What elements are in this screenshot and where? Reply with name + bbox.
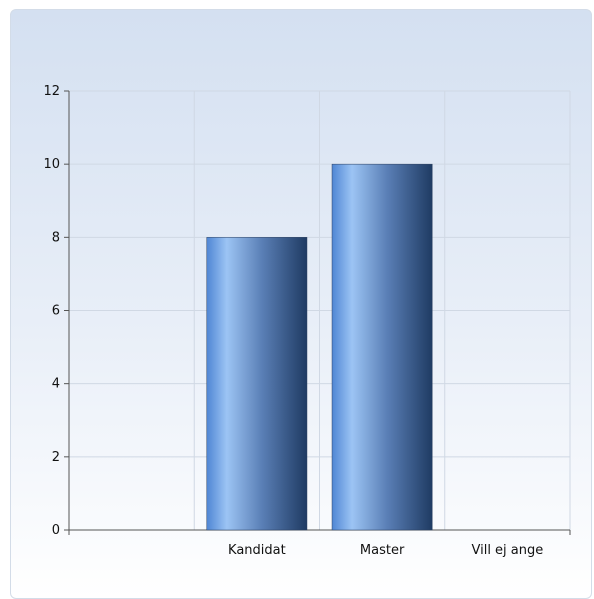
grid-lines (69, 90, 571, 530)
bar-kandidat (206, 237, 308, 531)
axes (64, 90, 571, 535)
y-tick-label: 2 (52, 450, 60, 465)
bar-chart: 0 2 4 6 8 10 12 Kandidat Master Vill ej ange (43, 84, 571, 558)
y-tick-label: 0 (52, 523, 60, 538)
x-tick-label: Master (360, 543, 405, 558)
bar-master (331, 163, 433, 531)
tick-labels: 0 2 4 6 8 10 12 Kandidat Master Vill ej ange (43, 84, 543, 558)
y-tick-label: 4 (52, 377, 60, 392)
bars (206, 163, 433, 531)
y-tick-label: 6 (52, 304, 60, 319)
y-tick-label: 10 (43, 157, 60, 172)
y-tick-label: 12 (43, 84, 60, 99)
x-tick-label: Kandidat (228, 543, 286, 558)
y-tick-label: 8 (52, 230, 60, 245)
x-tick-label: Vill ej ange (471, 543, 543, 558)
